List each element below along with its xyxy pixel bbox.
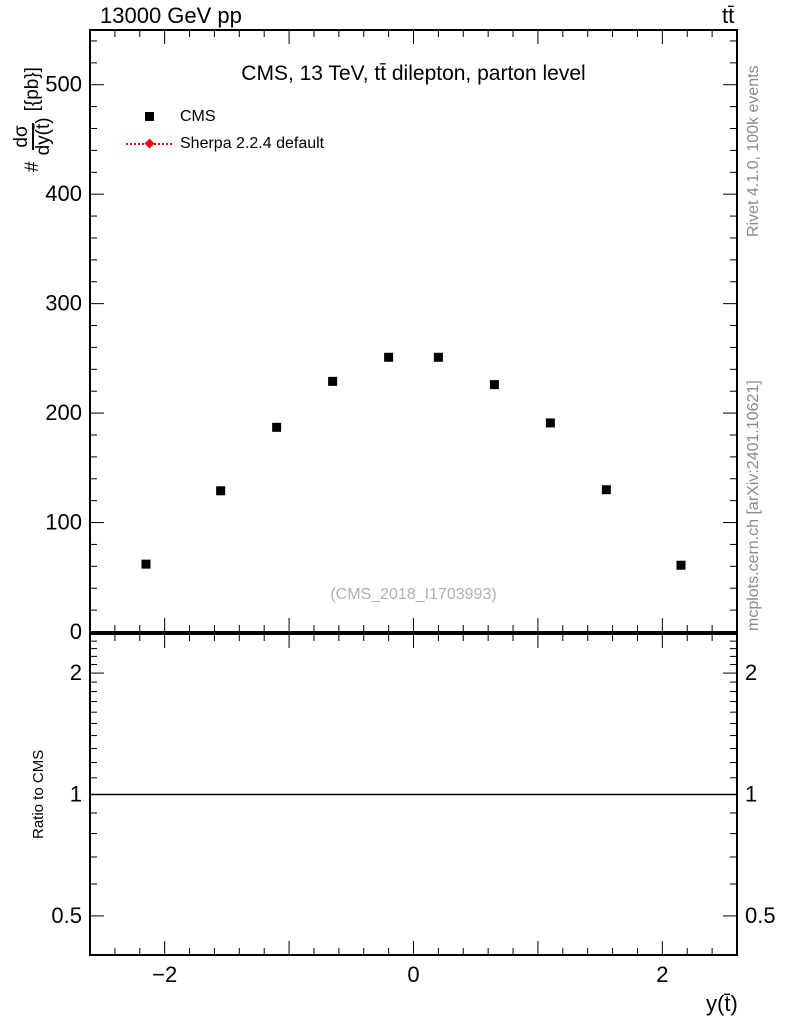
plot-title: CMS, 13 TeV, tt̄ dilepton, parton level bbox=[241, 62, 586, 85]
y-axis-label: # dσ dy(t̄) [{pb}] bbox=[11, 67, 54, 172]
tick-label: 0.5 bbox=[51, 903, 82, 928]
plot-frames bbox=[89, 29, 738, 956]
ylabel-numerator: dσ bbox=[11, 123, 34, 150]
tick-label: 300 bbox=[45, 291, 82, 316]
ylabel-fraction: dσ dy(t̄) bbox=[11, 117, 54, 156]
tick-label: 0 bbox=[70, 619, 82, 644]
tick-label: 2 bbox=[745, 660, 757, 685]
data-point bbox=[433, 352, 443, 362]
tick-label: 1 bbox=[745, 782, 757, 807]
process-label: tt̄ bbox=[722, 3, 735, 28]
legend-item-sherpa: Sherpa 2.2.4 default bbox=[126, 130, 324, 157]
tick-label: 100 bbox=[45, 510, 82, 535]
legend-item-cms: CMS bbox=[126, 103, 324, 130]
legend-label-sherpa: Sherpa 2.2.4 default bbox=[180, 134, 325, 152]
tick-label: 0 bbox=[407, 962, 419, 987]
data-point bbox=[676, 560, 686, 570]
tick-label: 500 bbox=[45, 72, 82, 97]
tick-label: 200 bbox=[45, 400, 82, 425]
sherpa-marker-icon bbox=[126, 130, 172, 157]
tick-label: 400 bbox=[45, 181, 82, 206]
data-point bbox=[216, 486, 226, 496]
legend-label-cms: CMS bbox=[180, 107, 216, 125]
tick-label: 2 bbox=[70, 660, 82, 685]
data-point bbox=[272, 422, 282, 432]
sherpa-diamond-icon bbox=[144, 138, 154, 149]
beam-energy-label: 13000 GeV pp bbox=[100, 3, 242, 28]
tick-label: 1 bbox=[70, 782, 82, 807]
ylabel-prefix: # bbox=[21, 161, 43, 172]
tick-label: 2 bbox=[656, 962, 668, 987]
data-point bbox=[601, 485, 611, 495]
tick-labels: 0 100 200 300 400 500 −2 0 2 0.5 0.5 1 1 2 2 bbox=[45, 72, 775, 987]
ylabel-denominator: dy(t̄) bbox=[32, 117, 54, 156]
data-point bbox=[545, 418, 555, 428]
data-point bbox=[141, 559, 151, 569]
series-cms bbox=[141, 352, 686, 570]
tick-label: 0.5 bbox=[745, 903, 776, 928]
cms-marker-icon bbox=[144, 112, 154, 121]
mcplots-arxiv-note: mcplots.cern.ch [arXiv:2401.10621] bbox=[745, 380, 762, 631]
data-point bbox=[384, 352, 394, 362]
data-point bbox=[489, 380, 499, 390]
cms-marker-box bbox=[126, 103, 172, 130]
analysis-watermark: (CMS_2018_I1703993) bbox=[330, 586, 497, 603]
data-point bbox=[328, 376, 338, 386]
tick-label: −2 bbox=[152, 962, 177, 987]
axis-ticks bbox=[89, 30, 738, 956]
ratio-y-axis-label: Ratio to CMS bbox=[30, 749, 47, 839]
x-axis-label: y(t̄) bbox=[706, 991, 738, 1016]
rivet-version-note: Rivet 4.1.0, 100k events bbox=[745, 65, 762, 237]
ylabel-units: [{pb}] bbox=[21, 67, 43, 112]
legend: CMS Sherpa 2.2.4 default bbox=[126, 103, 324, 157]
